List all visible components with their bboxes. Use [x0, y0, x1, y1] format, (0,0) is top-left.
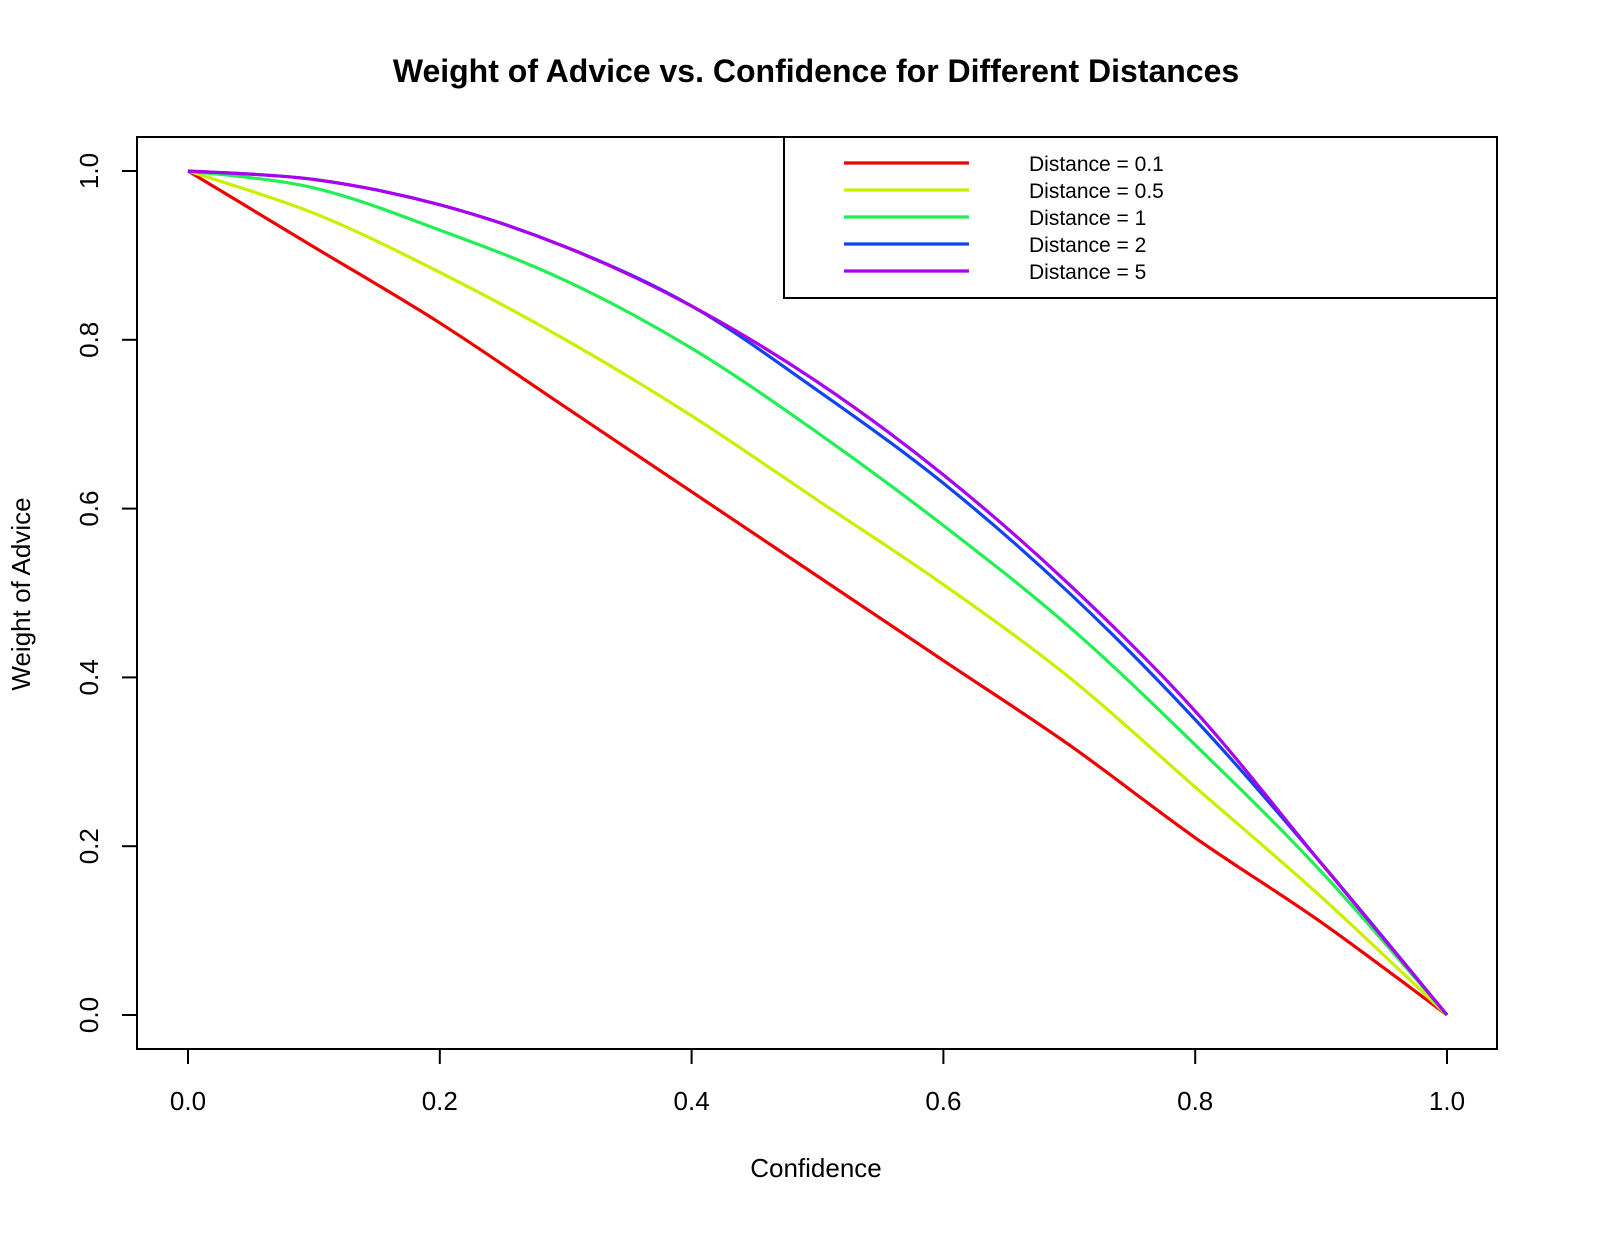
x-tick-label: 0.8 — [1177, 1086, 1213, 1116]
chart-title: Weight of Advice vs. Confidence for Diff… — [393, 53, 1239, 89]
legend-label: Distance = 0.1 — [1029, 153, 1164, 176]
series-line — [187, 169, 1449, 1017]
x-tick-label: 1.0 — [1429, 1086, 1465, 1116]
y-axis-label: Weight of Advice — [6, 497, 36, 690]
y-tick-label: 0.8 — [74, 322, 104, 358]
y-tick-label: 0.6 — [74, 491, 104, 527]
legend-label: Distance = 0.5 — [1029, 180, 1164, 203]
x-tick-label: 0.2 — [422, 1086, 458, 1116]
x-axis-label: Confidence — [750, 1153, 882, 1183]
legend-label: Distance = 1 — [1029, 207, 1146, 230]
y-tick-label: 0.2 — [74, 828, 104, 864]
series-line — [187, 169, 1448, 1017]
x-tick-label: 0.6 — [925, 1086, 961, 1116]
legend-label: Distance = 5 — [1029, 261, 1146, 284]
y-axis: 0.0 0.2 0.4 0.6 0.8 1.0 — [74, 153, 138, 1033]
series-lines — [187, 169, 1449, 1017]
y-tick-label: 0.4 — [74, 659, 104, 695]
series-line — [187, 169, 1449, 1017]
x-tick-label: 0.0 — [170, 1086, 206, 1116]
legend: Distance = 0.1 Distance = 0.5 Distance = 1… — [783, 136, 1498, 299]
legend-label: Distance = 2 — [1029, 234, 1146, 257]
x-axis: 0.0 0.2 0.4 0.6 0.8 1.0 — [170, 1048, 1465, 1116]
series-line — [187, 169, 1449, 1017]
y-tick-label: 1.0 — [74, 153, 104, 189]
x-tick-label: 0.4 — [674, 1086, 710, 1116]
y-tick-label: 0.0 — [74, 997, 104, 1033]
